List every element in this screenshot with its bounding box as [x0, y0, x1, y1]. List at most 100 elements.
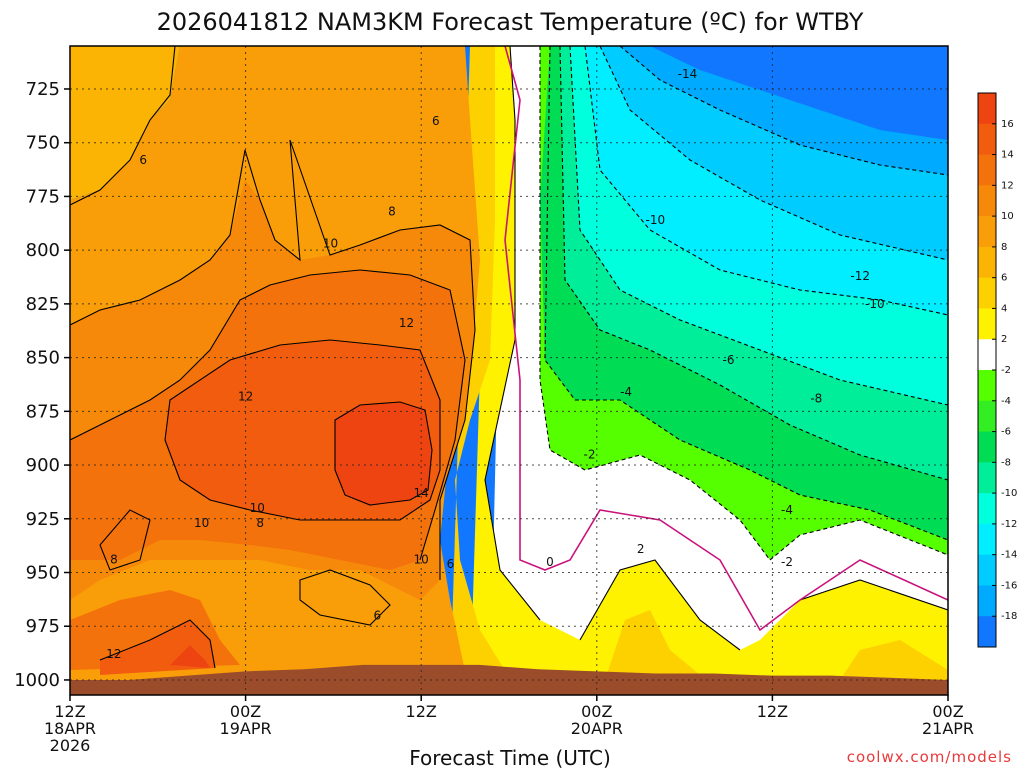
isotherm-lines [70, 46, 948, 669]
ytick-label-925: 925 [26, 509, 60, 530]
contour-label-6: -12 [850, 269, 870, 283]
colorbar-label-6: 4 [1001, 303, 1007, 314]
colorbar-swatch-9 [978, 370, 996, 402]
freezing-line [504, 46, 948, 632]
contour-label-17: 10 [194, 516, 209, 530]
colorbar-label-13: -12 [1001, 519, 1017, 530]
colorbar-swatch-3 [978, 185, 996, 217]
ytick-label-850: 850 [26, 348, 60, 369]
colorbar-swatch-13 [978, 493, 996, 525]
xtick-label-4-1: 12Z [757, 702, 788, 721]
isotherm-6-south [299, 569, 391, 626]
colorbar-label-4: 8 [1001, 242, 1007, 253]
xtick-label-2-1: 12Z [406, 702, 437, 721]
ytick-label-800: 800 [26, 240, 60, 261]
isotherm-14 [334, 401, 433, 506]
colorbar-label-9: -4 [1001, 396, 1011, 407]
xtick-label-1-2: 19APR [220, 719, 272, 738]
xtick-label-3-1: 00Z [581, 702, 612, 721]
colorbar-label-0: 16 [1001, 119, 1014, 130]
colorbar-swatch-6 [978, 277, 996, 309]
colorbar-swatch-16 [978, 585, 996, 617]
contour-label-24: -2 [781, 555, 793, 569]
colorbar-swatch-5 [978, 246, 996, 279]
region-warm-2 [470, 46, 948, 695]
isotherm-2-east [579, 559, 948, 651]
colorbar-label-12: -10 [1001, 488, 1017, 499]
colorbar-label-10: -6 [1001, 427, 1011, 438]
isotherm-12 [164, 339, 441, 521]
colorbar-label-5: 6 [1001, 273, 1007, 284]
isotherm-minus4 [544, 46, 948, 541]
colorbar-swatch-0 [978, 93, 996, 125]
y-axis: 725 750 775 800 825 850 875 900 925 950 975 1000 [14, 79, 70, 691]
contour-label-25: 6 [373, 608, 381, 622]
colorbar-swatch-4 [978, 216, 996, 248]
isotherm-2-warm [484, 46, 541, 621]
region-near-freezing [490, 46, 948, 695]
contour-label-3: 8 [388, 204, 396, 218]
isotherm-8-south [99, 509, 151, 571]
contour-label-15: 10 [250, 501, 265, 515]
isotherm-minus2 [539, 46, 948, 561]
colorbar-swatch-10 [978, 400, 996, 433]
x-axis-label: Forecast Time (UTC) [409, 746, 611, 768]
xtick-label-1-1: 00Z [230, 702, 261, 721]
xtick-label-3-2: 20APR [571, 719, 623, 738]
contour-label-20: 8 [110, 553, 118, 567]
ytick-label-950: 950 [26, 563, 60, 584]
contour-label-2: 6 [432, 114, 440, 128]
contour-label-1: 6 [139, 153, 147, 167]
ytick-label-725: 725 [26, 79, 60, 100]
colorbar-label-1: 14 [1001, 150, 1014, 161]
plot-border [69, 45, 949, 696]
xtick-label-5-1: 00Z [932, 702, 963, 721]
colorbar-swatch-15 [978, 554, 996, 586]
contour-label-8: 12 [399, 316, 414, 330]
contour-label-10: -4 [620, 385, 632, 399]
region-warm-6-west [70, 46, 180, 200]
xtick-label-0-3: 2026 [50, 736, 91, 755]
contour-label-19: 2 [637, 542, 645, 556]
contour-label-23: 0 [546, 555, 554, 569]
contour-label-14: 14 [414, 486, 429, 500]
grid [70, 46, 948, 695]
isotherm-minus8 [569, 46, 948, 406]
isotherm-minus12 [599, 46, 948, 261]
contour-label-11: -8 [810, 391, 822, 405]
colorbar-label-11: -8 [1001, 457, 1011, 468]
isotherm-minus10 [584, 46, 948, 316]
colorbar-label-7: 2 [1001, 334, 1007, 345]
ytick-label-875: 875 [26, 401, 60, 422]
contour-label-0: -14 [678, 67, 698, 81]
colorbar-label-3: 10 [1001, 211, 1014, 222]
ytick-label-1000: 1000 [14, 670, 60, 691]
colorbar-label-2: 12 [1001, 180, 1014, 191]
xtick-label-0-2: 18APR [44, 719, 96, 738]
isotherm-6-north [70, 46, 176, 206]
contour-label-13: -2 [583, 447, 595, 461]
colorbar-label-16: -18 [1001, 611, 1017, 622]
xtick-label-0-1: 12Z [54, 702, 85, 721]
colorbar-swatch-7 [978, 308, 996, 340]
chart-title: 2026041812 NAM3KM Forecast Temperature (… [157, 8, 864, 36]
colorbar-swatch-1 [978, 123, 996, 156]
colorbar-swatch-11 [978, 431, 996, 463]
colorbar-swatch-2 [978, 154, 996, 186]
colorbar-label-8: -2 [1001, 365, 1011, 376]
contour-label-4: 10 [323, 237, 338, 251]
contour-label-16: 8 [256, 516, 264, 530]
colorbar-swatch-12 [978, 462, 996, 494]
contour-label-5: -10 [646, 213, 666, 227]
isotherm-minus6 [559, 46, 948, 481]
ytick-label-825: 825 [26, 294, 60, 315]
region-warm-14 [170, 402, 432, 668]
colorbar-swatch-14 [978, 523, 996, 556]
colorbar-swatch-8 [978, 339, 996, 371]
credit-text[interactable]: coolwx.com/models [847, 748, 1012, 766]
ytick-label-975: 975 [26, 616, 60, 637]
ytick-label-900: 900 [26, 455, 60, 476]
contour-label-9: -6 [723, 353, 735, 367]
